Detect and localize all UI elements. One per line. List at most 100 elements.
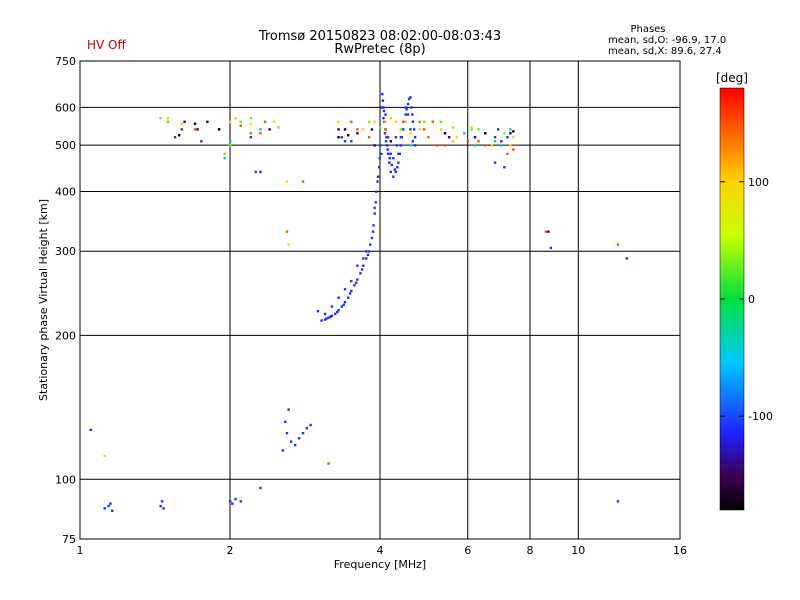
data-point — [388, 161, 391, 164]
data-point — [388, 157, 391, 160]
data-point — [316, 309, 320, 313]
data-point — [493, 140, 497, 143]
data-point — [370, 236, 374, 240]
data-point — [409, 128, 412, 131]
data-point — [354, 281, 358, 284]
data-point — [309, 423, 312, 427]
data-point — [301, 180, 305, 183]
data-point — [435, 144, 439, 147]
data-point — [374, 201, 378, 204]
data-point — [301, 431, 305, 435]
data-point — [340, 136, 344, 139]
data-point — [359, 272, 362, 275]
y-tick-label: 100 — [55, 473, 76, 486]
data-point — [386, 152, 390, 156]
data-point — [239, 120, 242, 124]
data-point — [380, 106, 384, 109]
data-point — [379, 126, 382, 129]
data-point — [385, 144, 389, 147]
data-point — [346, 296, 350, 299]
data-point — [439, 128, 443, 131]
data-point — [409, 144, 412, 147]
data-point — [350, 140, 353, 143]
data-point — [389, 170, 392, 174]
data-point — [399, 136, 403, 139]
data-point — [413, 144, 417, 147]
data-point — [406, 102, 410, 106]
data-point — [183, 120, 186, 124]
plot-frame — [79, 60, 681, 540]
data-point — [323, 312, 327, 316]
data-point — [259, 132, 262, 135]
data-point — [362, 257, 365, 260]
data-point — [377, 166, 381, 169]
data-point — [470, 126, 473, 129]
colorbar-ticks: 100 0 -100 — [720, 176, 773, 423]
data-point — [506, 152, 509, 156]
data-point — [443, 132, 447, 135]
data-point — [411, 113, 414, 116]
x-tick-label: 6 — [464, 544, 471, 557]
y-tick-label: 400 — [55, 185, 76, 198]
data-point — [348, 292, 352, 295]
data-point — [373, 206, 376, 210]
data-point — [159, 116, 162, 120]
data-point — [223, 157, 226, 160]
colorbar-tick-label: -100 — [748, 410, 773, 423]
data-point — [506, 136, 509, 139]
data-point — [382, 116, 385, 120]
data-point — [193, 122, 197, 125]
data-point — [367, 120, 371, 124]
data-point — [249, 122, 253, 125]
data-point — [473, 136, 477, 139]
y-axis-label: Stationary phase Virtual Height [km] — [37, 199, 50, 401]
data-point — [509, 132, 512, 135]
data-point — [443, 144, 447, 147]
data-point — [373, 144, 376, 147]
data-point — [369, 243, 372, 246]
data-point — [284, 420, 287, 424]
data-point — [379, 144, 382, 147]
data-point — [196, 128, 199, 131]
data-point — [404, 106, 407, 109]
data-point — [484, 144, 487, 147]
data-point — [353, 283, 356, 287]
data-point — [431, 120, 434, 124]
data-point — [206, 120, 209, 124]
data-point — [367, 250, 371, 253]
data-point — [390, 163, 393, 167]
data-point — [268, 128, 271, 131]
data-point — [422, 120, 426, 124]
data-point — [327, 462, 330, 465]
data-point — [249, 116, 253, 120]
data-point — [404, 113, 407, 116]
data-point — [447, 136, 451, 139]
y-tick-label: 500 — [55, 139, 76, 152]
data-point — [229, 144, 232, 147]
data-point — [367, 136, 371, 139]
data-point — [217, 128, 221, 131]
data-point — [336, 310, 339, 314]
data-point — [399, 144, 403, 147]
data-point — [223, 152, 226, 156]
data-point — [399, 128, 403, 131]
data-point — [500, 140, 503, 143]
data-point — [109, 502, 112, 505]
data-point — [107, 504, 110, 508]
data-point — [376, 180, 379, 183]
data-point — [503, 132, 506, 135]
data-point — [111, 509, 114, 512]
data-point — [337, 296, 340, 299]
data-point — [402, 120, 405, 124]
data-point — [337, 136, 340, 139]
data-point — [455, 136, 459, 139]
data-point — [239, 500, 242, 503]
data-point — [103, 507, 106, 510]
data-point — [389, 116, 392, 120]
data-point — [360, 268, 364, 271]
data-point — [340, 305, 344, 308]
data-point — [320, 319, 323, 322]
data-point — [337, 120, 340, 124]
data-point — [350, 120, 353, 124]
data-point — [451, 140, 455, 143]
